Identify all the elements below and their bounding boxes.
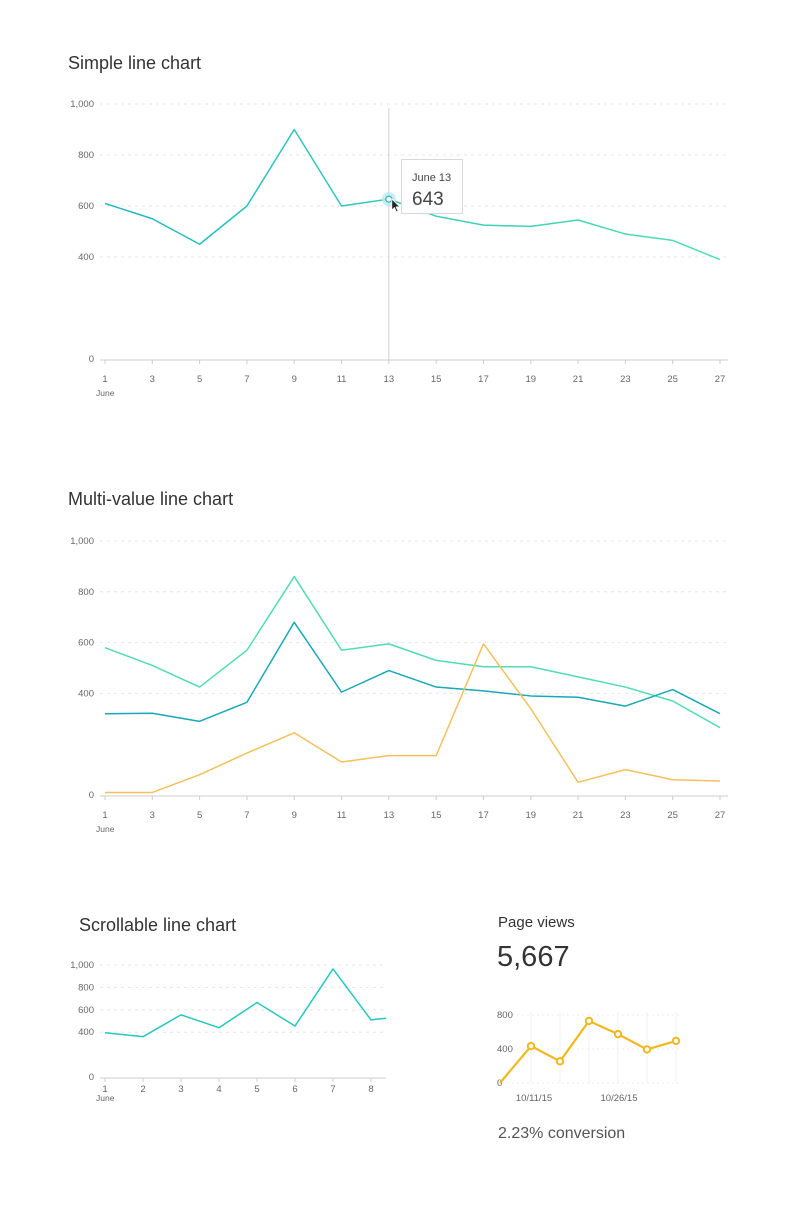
x-tick-label: 17 [478,374,489,385]
y-tick-label: 800 [78,150,94,161]
x-tick-label: 10/26/15 [601,1093,638,1104]
tooltip-date: June 13 [412,172,452,184]
y-tick-label: 600 [78,201,94,212]
x-tick-label: 15 [431,810,442,821]
x-tick-label: 17 [478,810,489,821]
x-tick-label: 25 [667,810,678,821]
x-tick-label: 4 [216,1084,221,1095]
y-tick-label: 400 [78,688,94,699]
x-tick-label: 19 [525,374,536,385]
x-tick-label: 10/11/15 [516,1093,552,1104]
x-tick-label: 1 [102,374,107,385]
x-axis-month-label: June [96,1093,115,1103]
x-tick-label: 7 [244,374,249,385]
x-axis-month-label: June [96,388,115,398]
x-tick-label: 2 [140,1084,145,1095]
x-tick-label: 6 [292,1084,297,1095]
x-tick-label: 19 [525,810,536,821]
x-tick-label: 9 [292,810,297,821]
series-line-2 [104,621,721,723]
y-tick-label: 800 [78,982,94,993]
page-views-label: Page views [498,914,575,931]
x-tick-label: 23 [620,810,631,821]
conversion-rate: 2.23% conversion [498,1125,626,1142]
x-tick-label: 3 [150,810,155,821]
x-tick-label: 21 [573,374,584,385]
y-tick-label: 1,000 [70,536,94,547]
y-tick-label: 600 [78,1005,94,1016]
x-tick-label: 21 [573,810,584,821]
y-tick-label: 0 [89,1072,94,1083]
x-tick-label: 23 [620,374,631,385]
y-tick-label: 400 [78,1027,94,1038]
y-tick-label: 800 [497,1010,513,1021]
y-tick-label: 400 [497,1044,513,1055]
chart-tooltip: June 13 643 [401,159,463,214]
x-tick-label: 1 [102,810,107,821]
y-tick-label: 0 [89,354,94,365]
scrollable-chart-title: Scrollable line chart [79,915,237,935]
x-tick-label: 27 [715,810,726,821]
x-tick-label: 5 [197,810,202,821]
y-tick-label: 0 [497,1078,502,1089]
mouse-cursor-icon [391,198,401,213]
series-line-3 [105,643,721,794]
x-tick-label: 11 [337,810,347,821]
simple-chart-title: Simple line chart [68,53,202,73]
page-views-value: 5,667 [497,941,570,973]
y-tick-label: 800 [78,587,94,598]
x-tick-label: 1 [102,1084,107,1095]
x-tick-label: 8 [368,1084,373,1095]
x-tick-label: 5 [197,374,202,385]
page-views-point [584,1016,594,1026]
x-tick-label: 25 [667,374,678,385]
tooltip-value: 643 [412,189,444,210]
y-tick-label: 0 [89,790,94,801]
x-tick-label: 3 [150,374,155,385]
page-views-point [555,1057,565,1066]
x-tick-label: 11 [337,374,347,385]
x-tick-label: 3 [178,1084,183,1095]
x-tick-label: 5 [254,1084,259,1095]
page-views-point [671,1036,681,1046]
y-tick-label: 1,000 [70,960,94,971]
page-views-point [642,1045,652,1054]
x-tick-label: 13 [384,810,395,821]
multi-chart-title: Multi-value line chart [68,489,234,509]
page-views-point [613,1029,623,1039]
y-tick-label: 1,000 [70,99,94,110]
x-tick-label: 13 [384,374,395,385]
series-line-1 [104,575,721,729]
x-tick-label: 7 [244,810,249,821]
series-line-1 [104,968,387,1038]
page-views-point [526,1041,536,1051]
y-tick-label: 400 [78,252,94,263]
x-tick-label: 15 [431,374,442,385]
x-tick-label: 9 [292,374,297,385]
x-tick-label: 7 [330,1084,335,1095]
y-tick-label: 600 [78,638,94,649]
x-axis-month-label: June [96,824,115,834]
x-tick-label: 27 [715,374,726,385]
